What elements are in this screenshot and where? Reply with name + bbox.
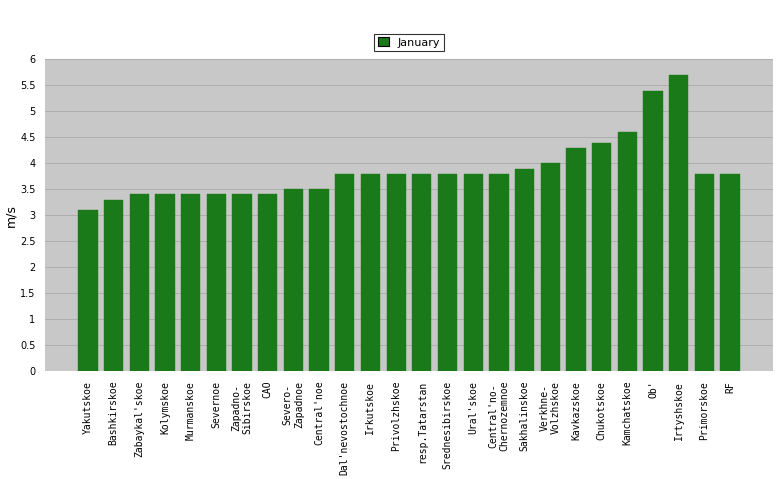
Bar	[104, 200, 124, 371]
Bar	[669, 75, 688, 371]
Bar	[181, 194, 200, 371]
Y-axis label: m/s: m/s	[4, 204, 17, 227]
Bar	[438, 174, 457, 371]
Bar	[413, 174, 431, 371]
Bar	[592, 143, 611, 371]
Bar	[335, 174, 354, 371]
Bar	[464, 174, 483, 371]
Bar	[78, 210, 97, 371]
Bar	[490, 174, 509, 371]
Bar	[643, 91, 663, 371]
Bar	[232, 194, 252, 371]
Bar	[566, 148, 586, 371]
Legend: January: January	[375, 34, 444, 51]
Bar	[541, 163, 560, 371]
Bar	[207, 194, 226, 371]
Bar	[284, 189, 303, 371]
Bar	[130, 194, 149, 371]
Bar	[258, 194, 277, 371]
Bar	[361, 174, 380, 371]
Bar	[695, 174, 714, 371]
Bar	[309, 189, 329, 371]
Bar	[386, 174, 406, 371]
Bar	[155, 194, 175, 371]
Bar	[720, 174, 740, 371]
Bar	[515, 169, 535, 371]
Bar	[618, 132, 637, 371]
